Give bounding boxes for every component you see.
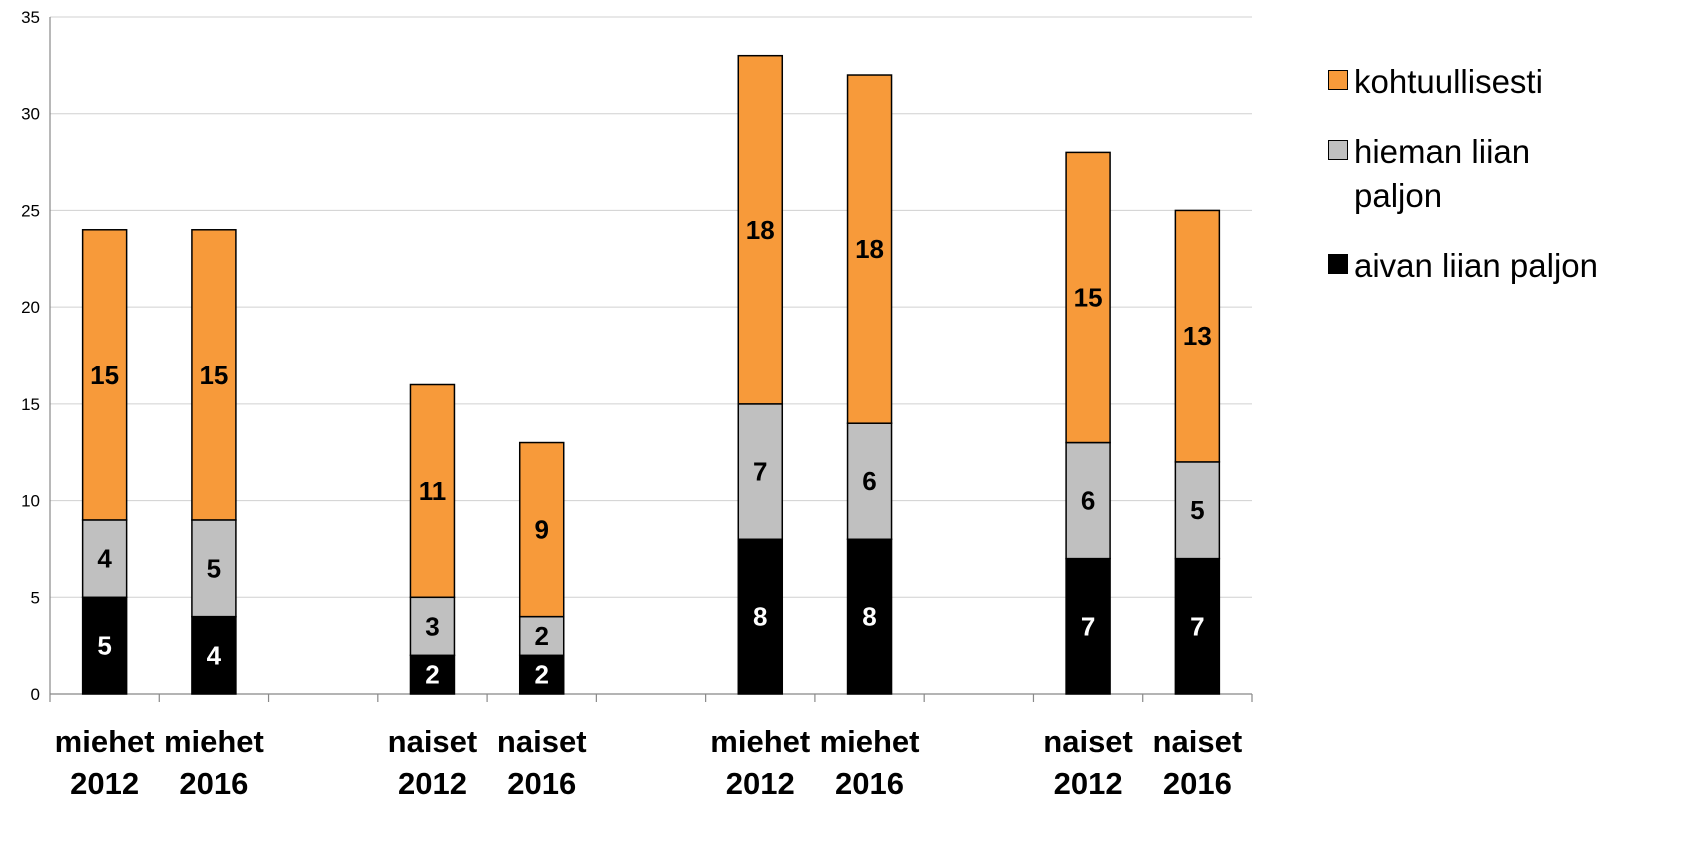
x-category-label: 2016 (507, 766, 576, 801)
legend-swatch-hieman-liian-paljon (1328, 140, 1348, 160)
data-label: 6 (862, 466, 876, 496)
data-label: 18 (746, 215, 775, 245)
bar-kohtuullisesti (1065, 151, 1111, 444)
legend-label-aivan-liian-paljon: aivan liian paljon (1354, 247, 1599, 284)
x-category-label: miehet (820, 724, 920, 759)
x-category-label: miehet (55, 724, 155, 759)
data-label: 7 (1190, 611, 1204, 641)
data-label: 8 (753, 602, 767, 632)
data-label: 6 (1081, 486, 1095, 516)
x-category-label: naiset (388, 724, 478, 759)
bar-kohtuullisesti (846, 74, 893, 424)
bar-aivan-liian-paljon (737, 538, 784, 695)
data-label: 15 (1074, 282, 1103, 312)
bar-aivan-liian-paljon (1065, 557, 1111, 695)
bar-hieman-liian-paljon (1174, 461, 1221, 560)
bar-aivan-liian-paljon (518, 654, 565, 695)
data-label: 11 (419, 476, 447, 506)
x-category-label: naiset (1043, 724, 1133, 759)
data-label: 9 (534, 515, 548, 545)
legend-item-aivan-liian-paljon: aivan liian paljon (1328, 244, 1604, 288)
data-label: 4 (97, 544, 112, 574)
bar-hieman-liian-paljon (846, 422, 893, 541)
legend-label-hieman-liian-paljon: hieman liian paljon (1354, 133, 1531, 214)
bar-hieman-liian-paljon (1065, 441, 1111, 560)
data-label: 5 (207, 553, 221, 583)
x-category-label: 2016 (1163, 766, 1232, 801)
x-category-label: miehet (710, 724, 810, 759)
data-label: 2 (534, 621, 548, 651)
x-category-label: 2012 (1054, 766, 1123, 801)
x-category-label: 2016 (179, 766, 248, 801)
bar-hieman-liian-paljon (737, 403, 784, 541)
x-category-label: 2012 (726, 766, 795, 801)
bar-kohtuullisesti (409, 383, 456, 599)
y-tick-label: 35 (21, 8, 40, 27)
data-label: 5 (1190, 495, 1204, 525)
x-category-label: 2012 (398, 766, 467, 801)
bar-aivan-liian-paljon (191, 615, 237, 695)
x-category-label: 2016 (835, 766, 904, 801)
bar-aivan-liian-paljon (409, 654, 456, 695)
bar-kohtuullisesti (518, 441, 565, 618)
data-label: 15 (90, 360, 119, 390)
data-label: 15 (199, 360, 228, 390)
x-category-label: 2012 (70, 766, 139, 801)
data-label: 2 (534, 660, 548, 690)
bar-hieman-liian-paljon (518, 615, 565, 657)
y-tick-label: 0 (31, 685, 40, 704)
bar-kohtuullisesti (81, 229, 128, 521)
legend-swatch-kohtuullisesti (1328, 70, 1348, 90)
bar-hieman-liian-paljon (81, 519, 128, 599)
legend: kohtuullisesti hieman liian paljon aivan… (1328, 60, 1604, 314)
bar-aivan-liian-paljon (81, 596, 128, 695)
bar-hieman-liian-paljon (191, 519, 237, 618)
legend-item-hieman-liian-paljon: hieman liian paljon (1328, 130, 1604, 218)
data-label: 5 (97, 631, 111, 661)
data-label: 18 (855, 234, 884, 264)
y-tick-label: 10 (21, 492, 40, 511)
legend-label-kohtuullisesti: kohtuullisesti (1354, 63, 1543, 100)
y-tick-label: 25 (21, 201, 40, 220)
bar-kohtuullisesti (1174, 209, 1221, 463)
data-label: 8 (862, 602, 876, 632)
y-tick-label: 20 (21, 298, 40, 317)
legend-item-kohtuullisesti: kohtuullisesti (1328, 60, 1604, 104)
y-tick-label: 30 (21, 105, 40, 124)
bar-kohtuullisesti (191, 229, 237, 521)
bar-aivan-liian-paljon (1174, 557, 1221, 695)
x-category-label: miehet (164, 724, 264, 759)
legend-swatch-aivan-liian-paljon (1328, 254, 1348, 274)
data-label: 13 (1183, 321, 1212, 351)
y-tick-label: 15 (21, 395, 40, 414)
bar-kohtuullisesti (737, 54, 784, 405)
data-label: 3 (425, 611, 439, 641)
x-category-label: naiset (1153, 724, 1243, 759)
data-label: 7 (753, 457, 767, 487)
data-label: 2 (425, 660, 439, 690)
y-tick-label: 5 (31, 588, 40, 607)
data-label: 7 (1081, 611, 1095, 641)
x-category-label: naiset (497, 724, 587, 759)
data-label: 4 (207, 640, 222, 670)
